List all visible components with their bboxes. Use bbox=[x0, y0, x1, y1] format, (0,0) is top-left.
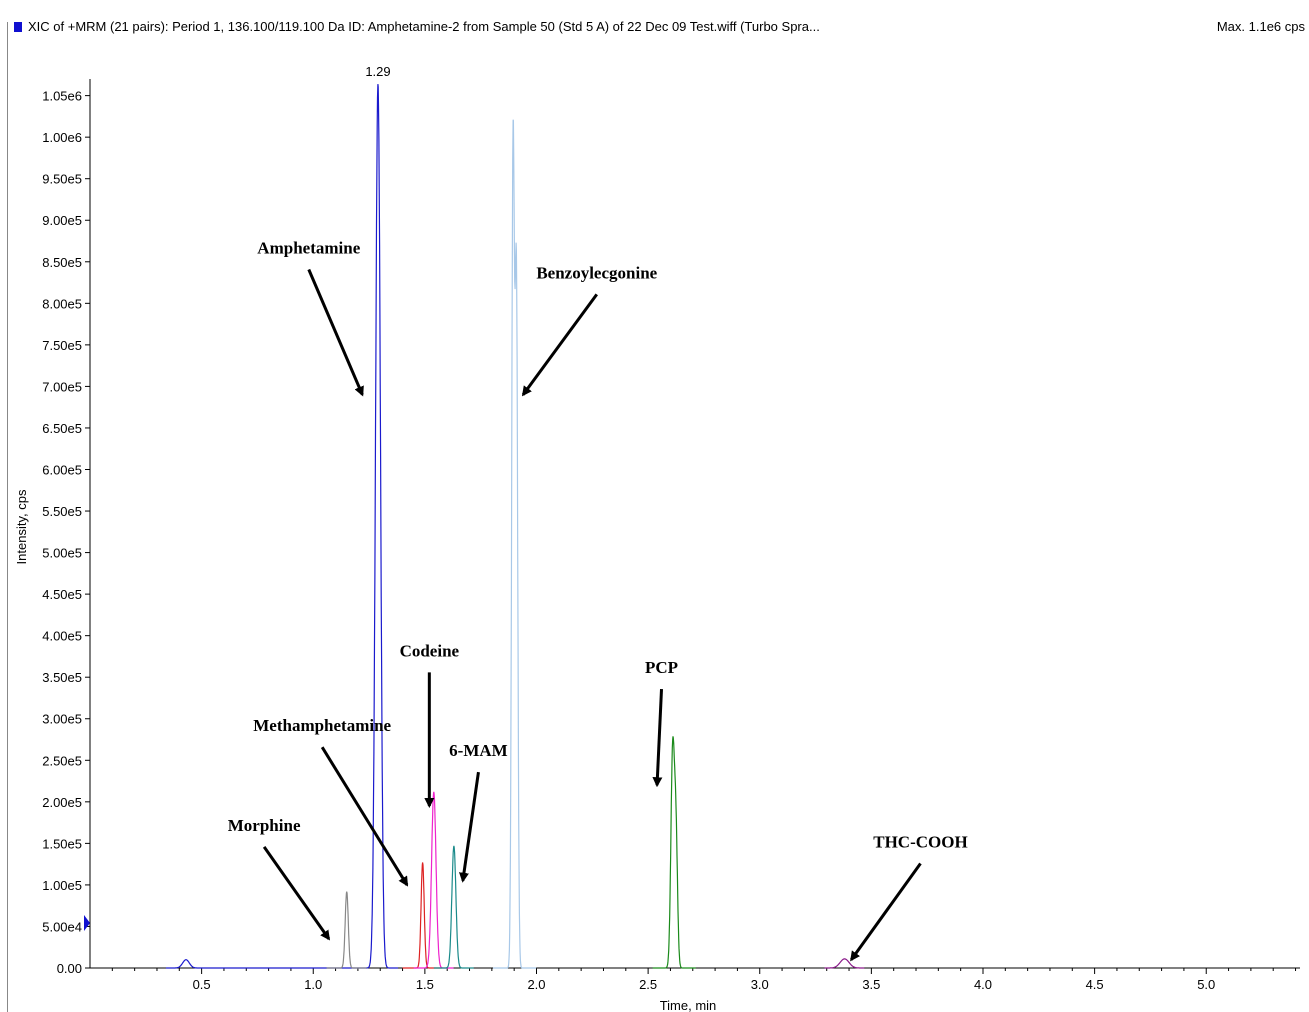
y-tick-label: 5.00e5 bbox=[42, 546, 82, 561]
x-axis-label: Time, min bbox=[660, 998, 717, 1012]
compound-arrow bbox=[262, 846, 331, 941]
y-tick-label: 0.00 bbox=[57, 961, 82, 976]
compound-arrow bbox=[459, 771, 480, 883]
series-trace bbox=[326, 891, 367, 969]
y-tick-label: 9.00e5 bbox=[42, 213, 82, 228]
compound-label: Amphetamine bbox=[257, 238, 360, 257]
pane-left-border bbox=[7, 22, 8, 1012]
compound-label: Codeine bbox=[400, 641, 460, 660]
x-tick-label: 0.5 bbox=[193, 977, 211, 992]
x-tick-label: 5.0 bbox=[1197, 977, 1215, 992]
y-tick-label: 3.00e5 bbox=[42, 712, 82, 727]
compound-arrow bbox=[521, 293, 598, 397]
compound-arrow bbox=[652, 688, 664, 788]
axes: 0.00 5.00e4 1.00e5 1.50e5 2.00e5 2.50e5 3.00e5… bbox=[42, 79, 1300, 992]
y-tick-label: 6.50e5 bbox=[42, 421, 82, 436]
annotations: Amphetamine Benzoylecgonine Codeine 6-MAM PC… bbox=[228, 238, 968, 962]
compound-label: THC-COOH bbox=[873, 833, 967, 852]
y-tick-label: 2.00e5 bbox=[42, 795, 82, 810]
compound-arrow bbox=[850, 862, 922, 962]
peak-apex-label: 1.29 bbox=[365, 64, 390, 79]
y-tick-label: 8.00e5 bbox=[42, 296, 82, 311]
y-tick-label: 1.00e6 bbox=[42, 130, 82, 145]
series-color-swatch bbox=[14, 22, 22, 32]
y-tick-label: 9.50e5 bbox=[42, 172, 82, 187]
compound-label: Morphine bbox=[228, 816, 301, 835]
series-trace bbox=[165, 84, 398, 969]
y-tick-label: 7.50e5 bbox=[42, 338, 82, 353]
series-trace bbox=[824, 958, 865, 969]
x-tick-label: 2.0 bbox=[527, 977, 545, 992]
y-tick-label: 6.00e5 bbox=[42, 462, 82, 477]
y-tick-label: 1.50e5 bbox=[42, 836, 82, 851]
chart-header: XIC of +MRM (21 pairs): Period 1, 136.10… bbox=[0, 0, 1309, 40]
y-tick-label: 1.05e6 bbox=[42, 89, 82, 104]
y-tick-label: 2.50e5 bbox=[42, 753, 82, 768]
x-tick-label: 4.0 bbox=[974, 977, 992, 992]
series-traces: 1.29 bbox=[165, 64, 865, 969]
y-tick-label: 3.50e5 bbox=[42, 670, 82, 685]
y-axis-label: Intensity, cps bbox=[14, 489, 29, 564]
x-tick-label: 2.5 bbox=[639, 977, 657, 992]
y-tick-label: 7.00e5 bbox=[42, 379, 82, 394]
compound-label: PCP bbox=[645, 658, 678, 677]
chart-title: XIC of +MRM (21 pairs): Period 1, 136.10… bbox=[28, 19, 820, 34]
y-tick-label: 1.00e5 bbox=[42, 878, 82, 893]
x-tick-label: 3.5 bbox=[862, 977, 880, 992]
x-tick-label: 4.5 bbox=[1086, 977, 1104, 992]
compound-arrow bbox=[307, 268, 364, 397]
y-tick-label: 5.00e4 bbox=[42, 919, 82, 934]
series-trace bbox=[652, 736, 696, 969]
compound-label: 6-MAM bbox=[449, 741, 508, 760]
compound-arrow bbox=[320, 746, 409, 887]
compound-label: Methamphetamine bbox=[253, 716, 391, 735]
y-tick-label: 4.00e5 bbox=[42, 629, 82, 644]
compound-label: Benzoylecgonine bbox=[536, 263, 657, 282]
max-intensity-label: Max. 1.1e6 cps bbox=[1216, 19, 1305, 34]
y-tick-label: 5.50e5 bbox=[42, 504, 82, 519]
y-axis-marker bbox=[84, 915, 90, 931]
x-tick-label: 1.0 bbox=[304, 977, 322, 992]
x-tick-label: 3.0 bbox=[751, 977, 769, 992]
y-tick-label: 8.50e5 bbox=[42, 255, 82, 270]
y-tick-label: 4.50e5 bbox=[42, 587, 82, 602]
x-tick-label: 1.5 bbox=[416, 977, 434, 992]
series-trace bbox=[493, 119, 537, 969]
series-trace bbox=[433, 845, 474, 969]
